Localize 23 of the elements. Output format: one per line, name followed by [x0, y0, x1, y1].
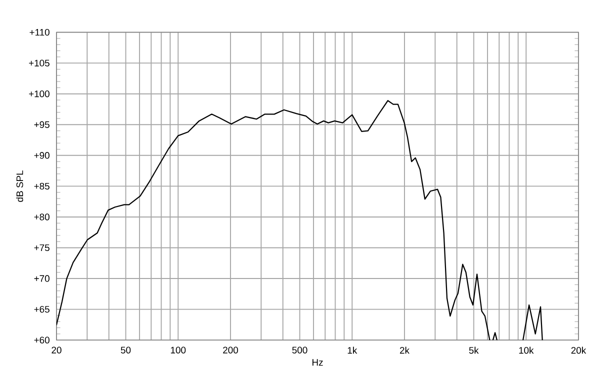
x-tick-label: 100	[170, 346, 186, 354]
y-tick-label: +75	[34, 244, 50, 251]
x-tick-label: 1k	[348, 346, 358, 354]
y-tick-label: +95	[34, 121, 50, 128]
x-tick-label: 500	[292, 346, 308, 354]
x-tick-label: 50	[120, 346, 131, 354]
y-tick-label: +60	[34, 336, 50, 344]
y-axis-title: dB SPL	[16, 170, 24, 202]
y-tick-label: +110	[30, 28, 50, 36]
x-tick-label: 2k	[400, 346, 410, 354]
x-tick-label: 5k	[469, 346, 479, 354]
y-tick-label: +90	[34, 152, 50, 159]
x-tick-label: 10k	[519, 346, 534, 354]
y-tick-label: +80	[34, 214, 50, 220]
y-tick-label: +85	[34, 182, 50, 190]
x-axis-title: Hz	[312, 359, 323, 366]
x-tick-label: 20	[52, 346, 62, 354]
y-tick-label: +105	[29, 60, 50, 66]
y-tick-label: +70	[34, 275, 50, 282]
y-tick-label: +65	[34, 306, 50, 313]
y-tick-label: +100	[29, 90, 50, 98]
x-tick-label: 20k	[571, 346, 586, 354]
x-tick-label: 200	[223, 346, 238, 354]
